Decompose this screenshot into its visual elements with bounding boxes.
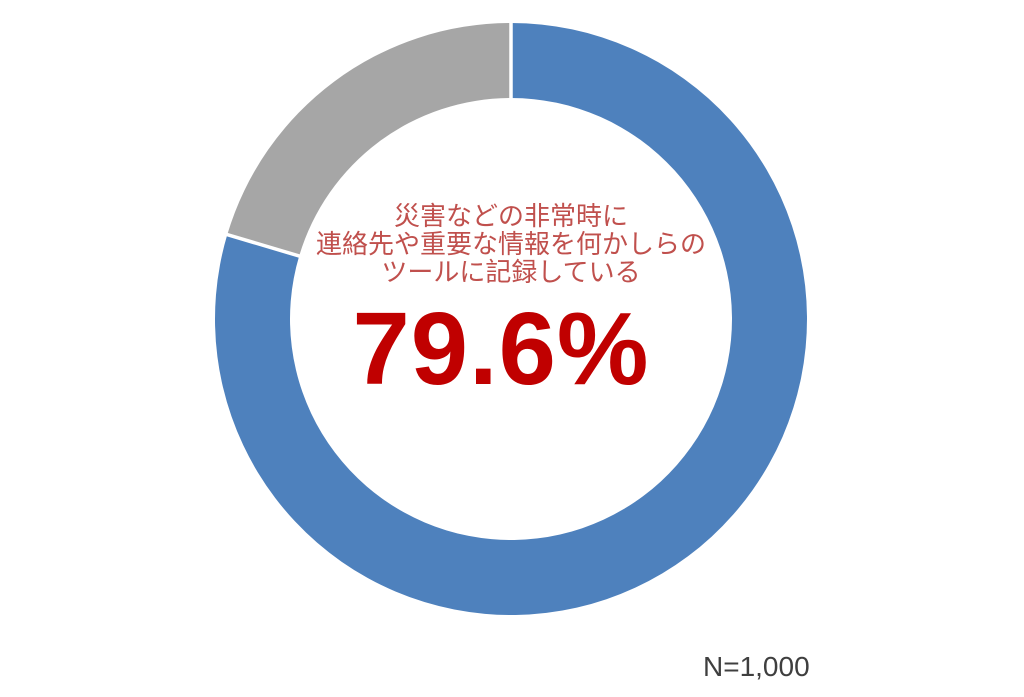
sample-size-label: N=1,000	[703, 651, 810, 682]
donut-center-value: 79.6%	[352, 291, 650, 406]
donut-center-text: 災害などの非常時に 連絡先や重要な情報を何かしらの ツールに記録している	[316, 202, 706, 286]
center-text-line: 連絡先や重要な情報を何かしらの	[315, 229, 707, 259]
segment-divider	[224, 232, 302, 259]
donut-segment	[227, 23, 511, 257]
center-text-line: 災害などの非常時に	[393, 201, 629, 231]
center-text-line: ツールに記録している	[381, 257, 641, 287]
